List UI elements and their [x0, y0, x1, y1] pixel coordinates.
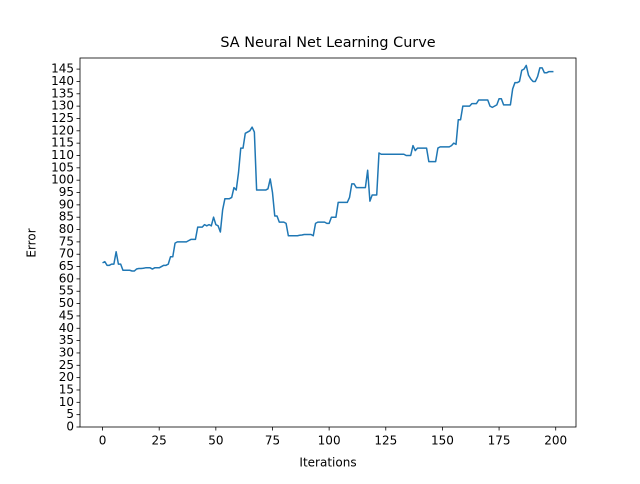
y-tick-label: 70 — [59, 247, 74, 261]
y-tick-label: 45 — [59, 308, 74, 322]
y-tick-label: 20 — [59, 370, 74, 384]
y-tick-label: 120 — [51, 123, 74, 137]
y-tick-label: 135 — [51, 86, 74, 100]
y-tick-label: 100 — [51, 173, 74, 187]
y-tick-label: 95 — [59, 185, 74, 199]
chart-title: SA Neural Net Learning Curve — [220, 35, 435, 51]
x-tick-label: 100 — [318, 434, 341, 448]
y-tick-label: 60 — [59, 271, 74, 285]
y-axis-label: Error — [25, 228, 39, 257]
y-tick-label: 10 — [59, 395, 74, 409]
x-tick-label: 75 — [265, 434, 280, 448]
x-tick-label: 125 — [374, 434, 397, 448]
x-tick-label: 0 — [99, 434, 107, 448]
x-axis-label: Iterations — [299, 456, 356, 470]
y-tick-label: 80 — [59, 222, 74, 236]
y-tick-label: 75 — [59, 234, 74, 248]
y-tick-label: 0 — [66, 420, 74, 434]
y-tick-label: 5 — [66, 407, 74, 421]
y-tick-label: 145 — [51, 62, 74, 76]
x-tick-label: 150 — [431, 434, 454, 448]
y-tick-label: 35 — [59, 333, 74, 347]
plot-frame — [79, 57, 577, 428]
y-tick-label: 25 — [59, 358, 74, 372]
x-tick-label: 200 — [544, 434, 567, 448]
y-tick-label: 85 — [59, 210, 74, 224]
y-tick-label: 15 — [59, 382, 74, 396]
y-tick-label: 40 — [59, 321, 74, 335]
y-tick-label: 90 — [59, 197, 74, 211]
x-tick-label: 25 — [152, 434, 167, 448]
y-tick-label: 105 — [51, 160, 74, 174]
x-tick-label: 50 — [208, 434, 223, 448]
y-tick-label: 65 — [59, 259, 74, 273]
y-tick-label: 110 — [51, 148, 74, 162]
data-line — [102, 64, 554, 272]
y-tick-label: 130 — [51, 99, 74, 113]
y-tick-label: 55 — [59, 284, 74, 298]
x-tick-label: 175 — [488, 434, 511, 448]
y-tick-label: 50 — [59, 296, 74, 310]
y-tick-label: 140 — [51, 74, 74, 88]
y-tick-label: 115 — [51, 136, 74, 150]
y-tick-label: 125 — [51, 111, 74, 125]
y-tick-label: 30 — [59, 345, 74, 359]
